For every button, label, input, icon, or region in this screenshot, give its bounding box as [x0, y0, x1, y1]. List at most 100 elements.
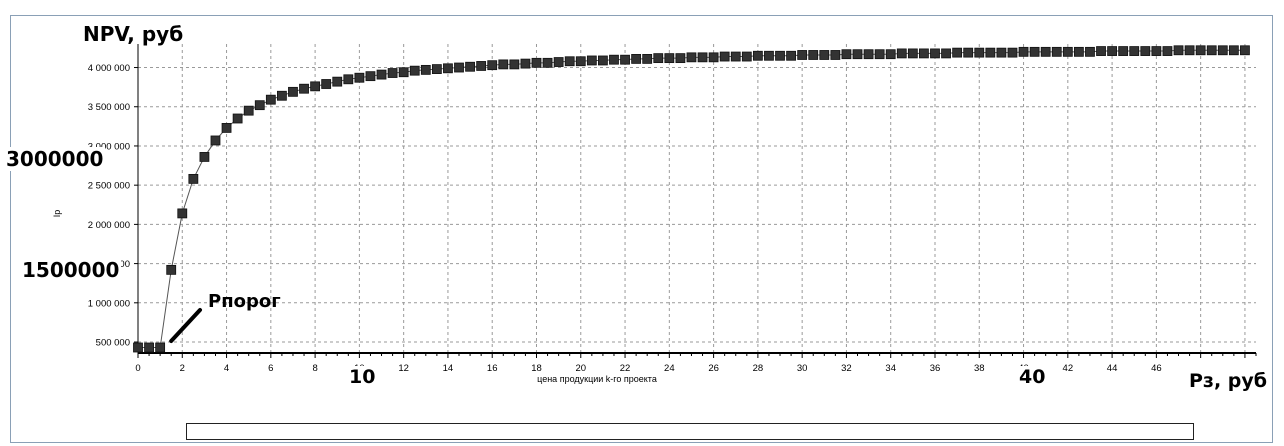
annotation-40: 40: [1017, 366, 1048, 388]
data-point: [575, 56, 586, 67]
data-point: [1129, 46, 1140, 56]
data-point: [797, 50, 808, 60]
x-tick-label: 34: [885, 363, 896, 374]
annotation-10: 10: [347, 366, 378, 388]
data-point: [254, 100, 265, 111]
data-point: [498, 59, 509, 70]
data-point: [675, 53, 686, 64]
data-point: [1118, 46, 1129, 56]
x-tick-label: 0: [135, 363, 140, 374]
annotation-1500000: 1500000: [20, 258, 122, 282]
data-point: [1217, 45, 1228, 56]
data-point: [907, 48, 918, 59]
data-point: [310, 81, 321, 92]
data-point: [1018, 46, 1029, 57]
plot-area: [138, 44, 1256, 353]
data-point: [1184, 45, 1195, 56]
data-point: [631, 54, 642, 64]
data-point: [564, 56, 575, 67]
x-tick-label: 8: [312, 363, 317, 374]
data-point: [819, 50, 830, 60]
y-tick-label: 2 000 000: [88, 220, 130, 231]
x-tick-label: 46: [1151, 363, 1162, 374]
data-point: [531, 57, 542, 68]
x-tick-label: 16: [487, 363, 498, 374]
data-point: [431, 64, 442, 74]
data-point: [686, 52, 697, 63]
annotation-3000000: 3000000: [4, 147, 106, 171]
y-caption-npv: NPV, руб: [83, 22, 184, 46]
data-point: [620, 54, 630, 65]
data-point: [996, 47, 1007, 58]
y-tick-label: 3 500 000: [88, 102, 130, 113]
data-point: [133, 342, 143, 353]
data-point: [752, 50, 763, 61]
y-tick-label: 2 500 000: [88, 181, 130, 192]
threshold-label: Рпорог: [208, 291, 281, 312]
data-point: [952, 47, 963, 58]
data-point: [664, 53, 675, 64]
data-point: [708, 52, 719, 63]
x-tick-label: 12: [398, 363, 409, 374]
y-tick-label: 1 000 000: [88, 298, 130, 309]
x-tick-label: 14: [443, 363, 454, 374]
data-point: [830, 50, 841, 60]
data-point: [1195, 45, 1206, 56]
data-point: [1107, 46, 1117, 56]
data-point: [354, 72, 365, 83]
y-tick-label: 3 000 000: [88, 141, 130, 152]
y-axis-title: Ip: [52, 210, 62, 218]
threshold-pointer: [169, 308, 202, 343]
data-point: [299, 83, 309, 94]
data-point: [398, 67, 409, 78]
data-point: [985, 47, 996, 58]
data-point: [1085, 46, 1095, 57]
data-point: [1096, 46, 1106, 56]
data-point: [874, 49, 885, 60]
x-tick-label: 28: [753, 363, 764, 374]
x-tick-label: 24: [664, 363, 675, 374]
data-point: [963, 47, 974, 58]
x-tick-label: 18: [531, 363, 542, 374]
data-point: [166, 264, 177, 275]
data-point: [232, 113, 243, 124]
data-point: [243, 105, 254, 116]
x-tick-label: 22: [620, 363, 631, 374]
x-tick-label: 32: [841, 363, 852, 374]
data-point: [420, 64, 431, 75]
data-point: [332, 76, 343, 87]
x-tick-label: 42: [1063, 363, 1074, 374]
x-tick-label: 36: [930, 363, 941, 374]
data-point: [177, 208, 188, 219]
data-point: [1173, 45, 1184, 56]
data-point: [741, 51, 752, 62]
data-point: [1140, 46, 1151, 56]
y-tick-label: 4 000 000: [88, 63, 130, 74]
data-point: [642, 54, 653, 64]
data-point: [730, 51, 741, 62]
data-point: [321, 79, 332, 89]
data-point: [930, 48, 940, 59]
x-tick-label: 2: [180, 363, 185, 374]
x-tick-label: 26: [708, 363, 719, 374]
data-point: [1228, 45, 1239, 56]
data-point: [1062, 46, 1073, 57]
data-point: [1162, 46, 1173, 56]
data-point: [553, 57, 564, 67]
data-point: [852, 49, 863, 60]
x-caption-price: Рз, руб: [1186, 370, 1271, 392]
data-point: [1240, 45, 1250, 56]
data-point: [775, 50, 785, 61]
data-point: [465, 61, 475, 72]
data-point: [764, 50, 774, 61]
data-point: [863, 49, 874, 60]
x-axis-title: цена продукции k-го проекта: [537, 374, 657, 384]
data-point: [476, 61, 487, 71]
data-point: [808, 50, 819, 60]
data-point: [365, 71, 376, 82]
data-point: [288, 86, 298, 97]
data-point: [1029, 46, 1040, 57]
y-tick-label: 500 000: [96, 338, 130, 349]
horizontal-scrollbar[interactable]: [186, 423, 1194, 440]
